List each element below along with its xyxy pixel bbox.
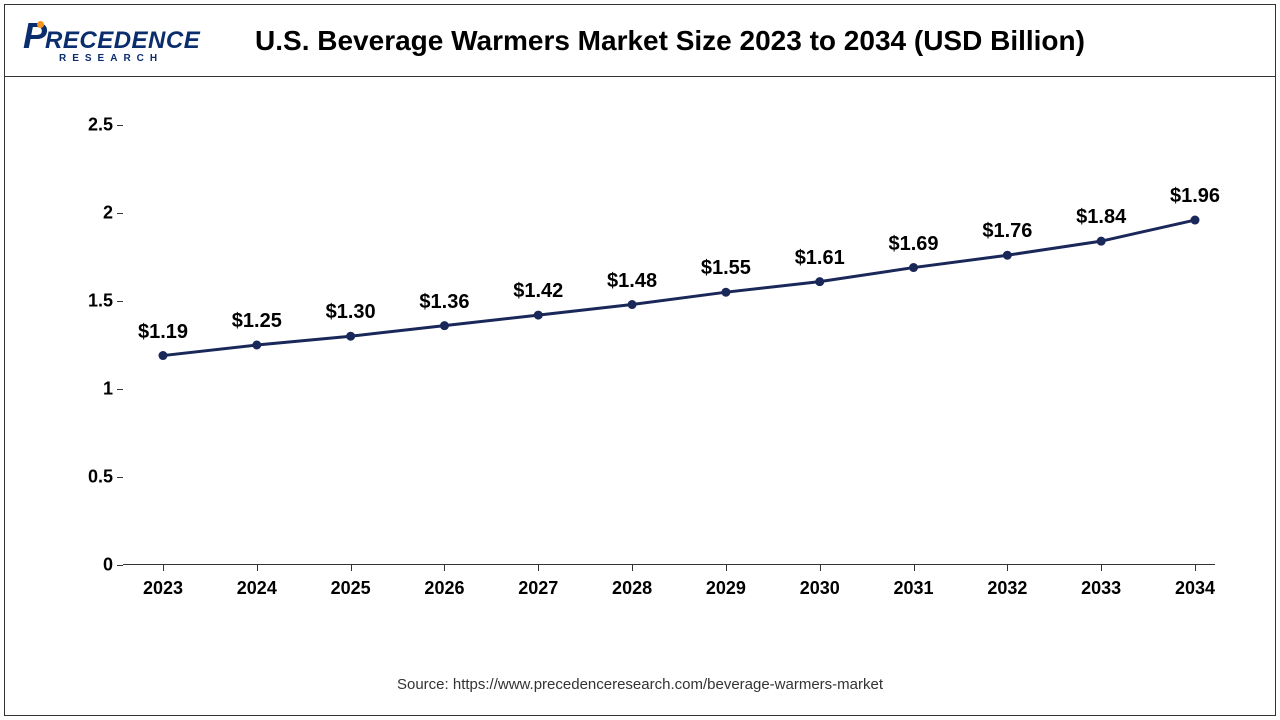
x-tick-mark xyxy=(163,565,164,571)
chart-container: P RECEDENCE RESEARCH U.S. Beverage Warme… xyxy=(4,4,1276,716)
data-marker xyxy=(1003,251,1012,260)
x-tick-mark xyxy=(1195,565,1196,571)
y-tick-label: 0.5 xyxy=(73,467,113,488)
x-tick-label: 2032 xyxy=(987,578,1027,599)
x-tick-mark xyxy=(444,565,445,571)
x-tick-mark xyxy=(632,565,633,571)
data-marker xyxy=(721,288,730,297)
data-label: $1.76 xyxy=(982,220,1032,243)
data-label: $1.55 xyxy=(701,257,751,280)
data-marker xyxy=(1191,216,1200,225)
data-label: $1.48 xyxy=(607,270,657,293)
data-marker xyxy=(628,300,637,309)
data-label: $1.84 xyxy=(1076,206,1126,229)
x-tick-mark xyxy=(538,565,539,571)
y-tick-label: 1 xyxy=(73,379,113,400)
data-label: $1.25 xyxy=(232,310,282,333)
data-marker xyxy=(815,277,824,286)
data-marker xyxy=(159,351,168,360)
x-tick-label: 2026 xyxy=(424,578,464,599)
chart-area: 00.511.522.52023202420252026202720282029… xyxy=(55,125,1235,615)
data-marker xyxy=(1097,237,1106,246)
data-marker xyxy=(440,321,449,330)
x-tick-label: 2033 xyxy=(1081,578,1121,599)
data-label: $1.19 xyxy=(138,321,188,344)
data-marker xyxy=(252,341,261,350)
x-tick-label: 2023 xyxy=(143,578,183,599)
x-tick-mark xyxy=(1007,565,1008,571)
header: P RECEDENCE RESEARCH U.S. Beverage Warme… xyxy=(5,5,1275,77)
data-label: $1.42 xyxy=(513,280,563,303)
data-marker xyxy=(534,311,543,320)
y-tick-mark xyxy=(117,389,123,390)
source-citation: Source: https://www.precedenceresearch.c… xyxy=(5,676,1275,693)
brand-name: RECEDENCE xyxy=(45,27,200,55)
x-tick-label: 2024 xyxy=(237,578,277,599)
data-label: $1.61 xyxy=(795,247,845,270)
data-label: $1.69 xyxy=(889,233,939,256)
plot-region: 00.511.522.52023202420252026202720282029… xyxy=(123,125,1215,565)
data-marker xyxy=(909,263,918,272)
x-tick-mark xyxy=(914,565,915,571)
y-tick-label: 2.5 xyxy=(73,115,113,136)
y-tick-mark xyxy=(117,301,123,302)
x-tick-label: 2028 xyxy=(612,578,652,599)
x-tick-label: 2031 xyxy=(894,578,934,599)
data-marker xyxy=(346,332,355,341)
x-tick-mark xyxy=(1101,565,1102,571)
series-line xyxy=(163,220,1195,356)
x-tick-mark xyxy=(351,565,352,571)
x-tick-label: 2029 xyxy=(706,578,746,599)
brand-logo: P RECEDENCE RESEARCH xyxy=(23,15,200,64)
data-label: $1.30 xyxy=(326,301,376,324)
y-tick-label: 0 xyxy=(73,555,113,576)
y-tick-label: 1.5 xyxy=(73,291,113,312)
y-tick-mark xyxy=(117,565,123,566)
x-tick-mark xyxy=(726,565,727,571)
x-tick-label: 2027 xyxy=(518,578,558,599)
data-label: $1.36 xyxy=(419,291,469,314)
x-tick-label: 2025 xyxy=(331,578,371,599)
y-tick-mark xyxy=(117,125,123,126)
brand-subtitle: RESEARCH xyxy=(59,53,200,64)
x-tick-label: 2034 xyxy=(1175,578,1215,599)
x-tick-mark xyxy=(257,565,258,571)
y-tick-label: 2 xyxy=(73,203,113,224)
y-tick-mark xyxy=(117,213,123,214)
y-tick-mark xyxy=(117,477,123,478)
line-series xyxy=(123,125,1215,565)
data-label: $1.96 xyxy=(1170,185,1220,208)
x-tick-mark xyxy=(820,565,821,571)
logo-p-icon: P xyxy=(23,15,47,57)
x-tick-label: 2030 xyxy=(800,578,840,599)
